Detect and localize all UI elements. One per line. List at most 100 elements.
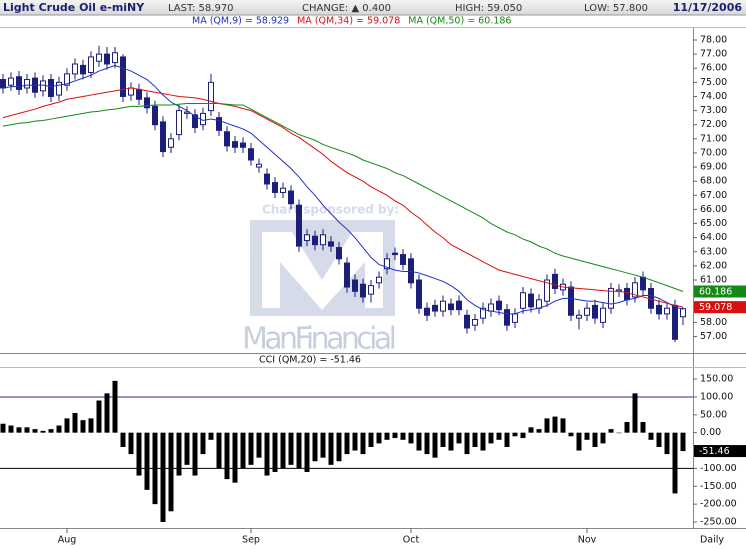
cci-bar [536,429,542,433]
candle-body [144,97,150,109]
cci-bar [448,432,454,451]
candle-body [480,307,486,319]
candle-body [112,52,118,64]
cci-bar [608,429,614,433]
cci-bar [0,423,6,433]
cci-bar [648,432,654,440]
cci-bar [584,432,590,440]
cci-bar [600,432,606,444]
cci-bar [200,432,206,455]
y-tick-label: -250.00 [700,516,737,527]
cci-bar [16,427,22,433]
candle-body [640,276,646,291]
candle-body [328,241,334,247]
cci-bar [480,432,486,451]
candle-body [312,235,318,246]
y-tick-label: 78.00 [700,35,727,46]
cci-bar [408,432,414,444]
x-tick-label: Oct [403,535,420,546]
candle-body [440,300,446,312]
value-tag [694,285,746,298]
instrument-title: Light Crude Oil e-miNY [3,1,145,14]
cci-bar [392,432,398,439]
cci-bar [328,432,334,465]
candle-body [608,287,614,309]
candle-body [472,319,478,326]
candle-body [248,148,254,161]
change: CHANGE: ▲ 0.400 [302,3,391,14]
panel-title: CCI (QM,20) = -51.46 [259,355,361,366]
cci-bar [376,432,382,444]
watermark-logo [262,232,383,310]
cci-bar [168,432,174,512]
cci-bar [296,432,302,469]
candle-body [416,279,422,309]
candle-body [376,276,382,284]
candle-body [424,307,430,316]
cci-bar [560,418,566,433]
candle-body [272,182,278,193]
candle-body [392,252,398,256]
candle-body [408,258,414,284]
cci-bar [336,432,342,462]
cci-bar [496,432,502,440]
candle-body [584,307,590,316]
cci-bar [360,432,366,455]
moving-average-line [2,64,684,315]
candle-body [680,308,686,318]
candle-body [544,279,550,302]
cci-bar [8,425,14,433]
y-tick-label: 71.00 [700,133,727,144]
candle-body [632,282,638,298]
y-tick-label: 72.00 [700,119,727,130]
cci-bar [104,393,110,433]
cci-bar [64,418,70,433]
cci-bar [528,427,534,433]
candle-body [120,56,126,97]
value-tag [694,445,746,458]
cci-bar [552,416,558,433]
cci-bar [680,432,686,452]
cci-bar [320,432,326,458]
cci-bar [152,432,158,505]
cci-bar [504,432,510,447]
y-tick-label: 69.00 [700,162,727,173]
cci-bar [48,429,54,433]
candle-body [256,163,262,168]
cci-bar [184,432,190,465]
cci-bar [304,432,310,472]
candle-body [192,114,198,129]
candle-body [520,292,526,309]
cci-bar [208,432,214,440]
candle-body [432,304,438,312]
y-tick-label: 61.00 [700,275,727,286]
cci-bar [352,432,358,451]
candle-body [504,309,510,326]
cci-bar [488,432,494,444]
cci-bar [144,432,150,490]
legend-entry: MA (QM,34) = 59.078 [297,16,400,27]
cci-bar [112,380,118,433]
candle-body [464,314,470,329]
candle-body [656,304,662,315]
cci-bar [216,432,222,469]
y-tick-label: 150.00 [700,374,733,385]
x-tick-label: Aug [58,535,77,546]
value-tag [694,301,746,314]
cci-bar [512,432,518,437]
y-tick-label: 74.00 [700,91,727,102]
y-tick-label: -100.00 [700,463,737,474]
cci-bar [24,427,30,433]
candle-body [136,88,142,100]
cci-bar [640,421,646,433]
low: LOW: 57.800 [584,3,648,14]
legend-entry: MA (QM,9) = 58.929 [192,16,289,27]
candle-body [296,204,302,247]
value-tag-label: -51.46 [699,446,730,457]
candle-body [320,234,326,246]
candle-body [160,121,166,153]
candle-body [64,73,70,86]
x-tick-label: Sep [242,535,260,546]
candle-body [224,131,230,147]
cci-bar [616,432,622,434]
